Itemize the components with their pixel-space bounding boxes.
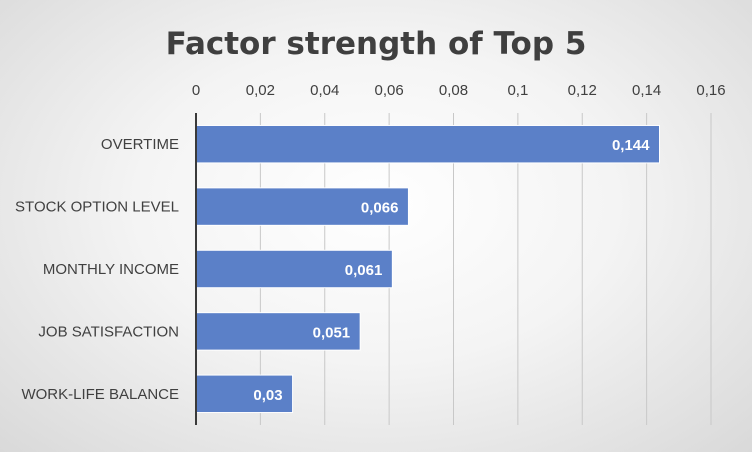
data-label: 0,051 [313,324,351,341]
bar [195,312,361,351]
data-label: 0,061 [345,262,383,279]
category-label: OVERTIME [101,136,179,153]
x-tick-label: 0,12 [568,82,597,99]
category-labels: OVERTIME STOCK OPTION LEVEL MONTHLY INCOME… [15,136,179,403]
x-tick-label: 0,08 [439,82,468,99]
chart-title: Factor strength of Top 5 [166,26,587,62]
bars [195,124,660,414]
data-label: 0,03 [253,387,282,404]
category-label: JOB SATISFACTION [38,323,179,340]
x-tick-label: 0 [192,82,200,99]
bar [195,374,294,414]
x-tick-label: 0,04 [310,82,339,99]
category-label: MONTHLY INCOME [43,261,179,278]
x-tick-label: 0,02 [246,82,275,99]
bar [195,124,660,164]
data-label: 0,066 [361,200,399,217]
x-tick-label: 0,1 [507,82,528,99]
bar [195,249,393,289]
x-tick-label: 0,06 [375,82,404,99]
category-label: WORK-LIFE BALANCE [21,386,179,403]
data-labels: 0,144 0,066 0,061 0,051 0,03 [253,137,650,404]
x-tick-label: 0,16 [696,82,725,99]
x-tick-label: 0,14 [632,82,661,99]
value-axis-ticks: 0 0,02 0,04 0,06 0,08 0,1 0,12 0,14 0,16 [192,82,726,99]
data-label: 0,144 [612,137,650,154]
category-label: STOCK OPTION LEVEL [15,199,179,216]
